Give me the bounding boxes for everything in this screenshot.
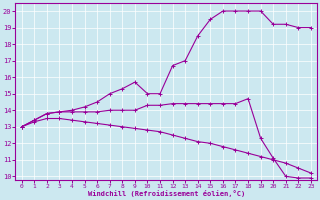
X-axis label: Windchill (Refroidissement éolien,°C): Windchill (Refroidissement éolien,°C): [88, 190, 245, 197]
